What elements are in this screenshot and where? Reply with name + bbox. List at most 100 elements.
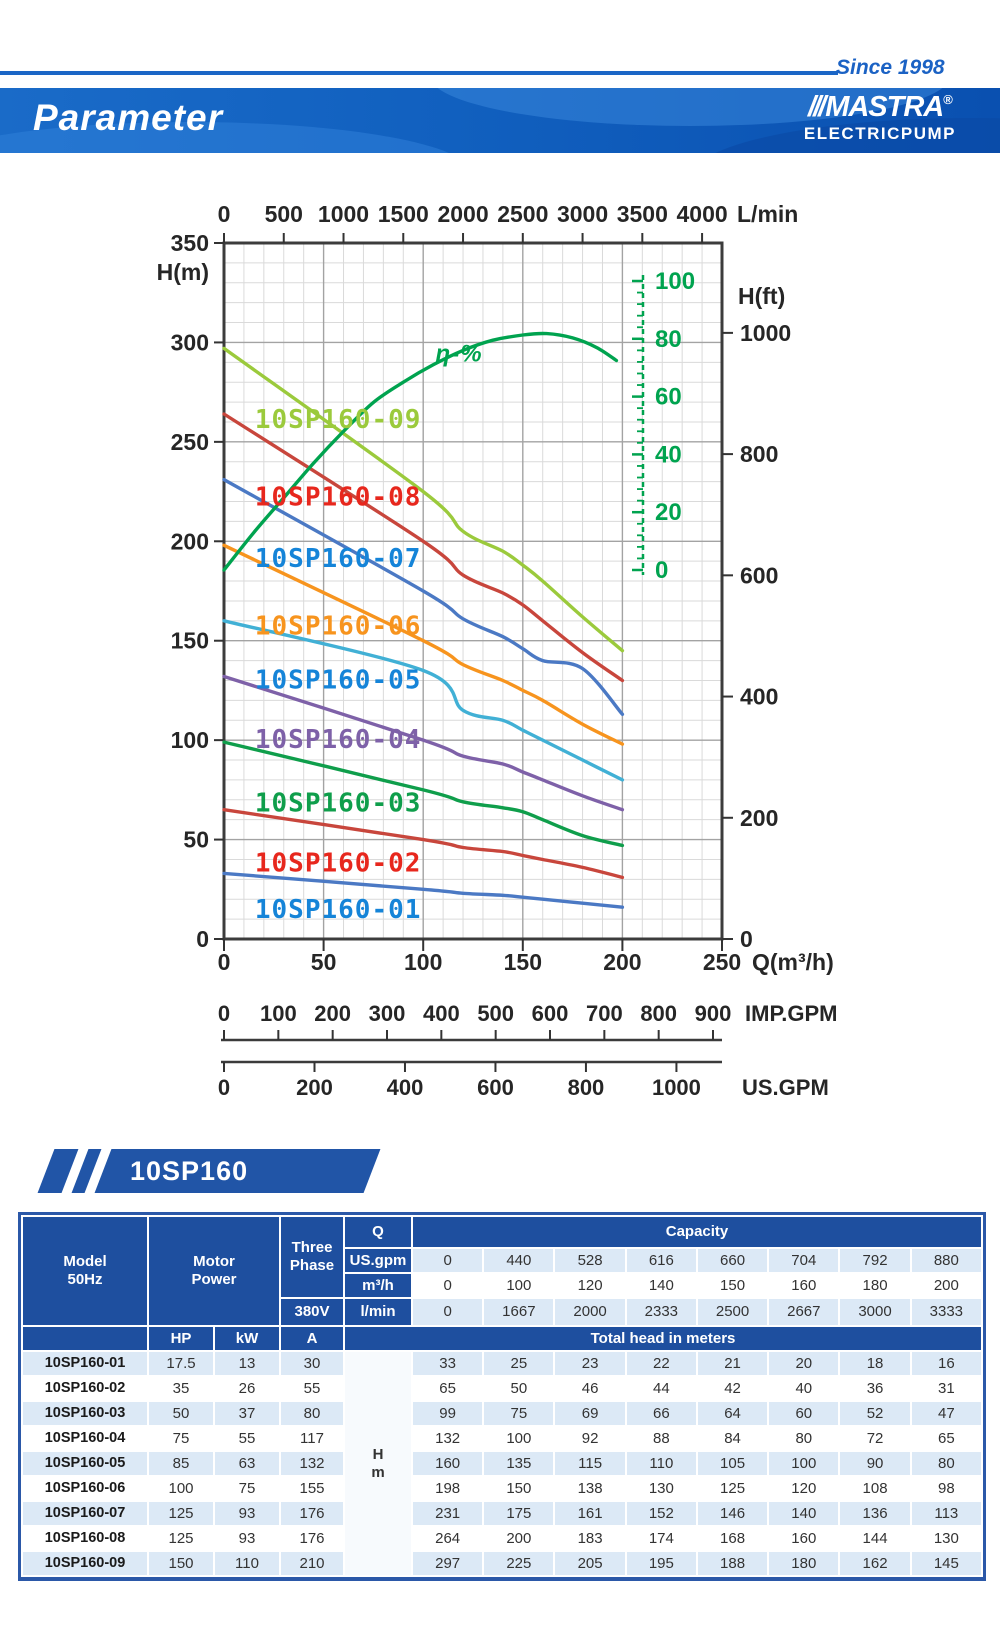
head-value-cell: 100 <box>484 1427 554 1450</box>
head-value-cell: 130 <box>911 1527 981 1550</box>
lmin-value-cell: 2667 <box>769 1299 839 1325</box>
svg-text:300: 300 <box>171 329 209 355</box>
svg-text:900: 900 <box>695 1001 732 1026</box>
m3h-value-cell: 0 <box>413 1274 483 1297</box>
series-name: 10SP160 <box>130 1156 249 1186</box>
kw-cell: 13 <box>215 1352 280 1375</box>
q-header-cell: Q <box>345 1217 412 1247</box>
curve-10SP160-03 <box>222 740 625 848</box>
m3h-value-cell: 160 <box>769 1274 839 1297</box>
svg-text:350: 350 <box>171 230 209 256</box>
model-header-line1: Model <box>63 1253 107 1270</box>
curve-10SP160-07 <box>222 477 625 716</box>
svg-text:1500: 1500 <box>378 201 429 227</box>
brand-logo: ///MASTRA® ELECTRICPUMP <box>804 93 956 143</box>
capacity-usgpm-row: US.gpm 0 440 528 616 660 704 792 880 <box>23 1249 981 1272</box>
amp-cell: 132 <box>281 1452 344 1475</box>
head-value-cell: 88 <box>626 1427 696 1450</box>
head-value-cell: 36 <box>840 1377 910 1400</box>
head-value-cell: 69 <box>555 1402 625 1425</box>
svg-text:600: 600 <box>740 562 778 588</box>
three-phase-line2: Phase <box>289 1257 335 1274</box>
svg-text:0: 0 <box>218 201 231 227</box>
plot-border <box>222 241 724 941</box>
svg-text:40: 40 <box>655 441 682 468</box>
svg-text:Q(m³/h): Q(m³/h) <box>752 949 834 975</box>
svg-text:20: 20 <box>655 499 682 526</box>
hp-cell: 150 <box>149 1552 213 1575</box>
kw-cell: 75 <box>215 1477 280 1500</box>
efficiency-axis: 0 20 40 60 80 100 <box>632 268 695 584</box>
svg-text:200: 200 <box>314 1001 351 1026</box>
head-value-cell: 108 <box>840 1477 910 1500</box>
banner-stripe-gap <box>61 1149 89 1193</box>
three-phase-header-cell: Three Phase <box>281 1217 344 1297</box>
head-value-cell: 72 <box>840 1427 910 1450</box>
usgpm-value-cell: 880 <box>911 1249 981 1272</box>
svg-text:10SP160-02: 10SP160-02 <box>255 848 422 878</box>
svg-text:300: 300 <box>369 1001 406 1026</box>
m3h-value-cell: 200 <box>911 1274 981 1297</box>
svg-text:2000: 2000 <box>437 201 488 227</box>
svg-text:1000: 1000 <box>318 201 369 227</box>
head-value-cell: 183 <box>555 1527 625 1550</box>
usgpm-value-cell: 704 <box>769 1249 839 1272</box>
motor-power-header-cell: Motor Power <box>149 1217 280 1325</box>
curve-10SP160-02 <box>222 808 625 880</box>
usgpm-value-cell: 528 <box>555 1249 625 1272</box>
head-value-cell: 47 <box>911 1402 981 1425</box>
svg-text:3000: 3000 <box>557 201 608 227</box>
svg-text:250: 250 <box>171 429 209 455</box>
head-value-cell: 161 <box>555 1502 625 1525</box>
m3h-value-cell: 150 <box>697 1274 768 1297</box>
svg-text:800: 800 <box>640 1001 677 1026</box>
usgpm-value-cell: 792 <box>840 1249 910 1272</box>
head-value-cell: 110 <box>626 1452 696 1475</box>
model-cell: 10SP160-01 <box>23 1352 147 1375</box>
m3h-value-cell: 180 <box>840 1274 910 1297</box>
kw-cell: 55 <box>215 1427 280 1450</box>
lmin-value-cell: 3333 <box>911 1299 981 1325</box>
head-value-cell: 264 <box>413 1527 483 1550</box>
banner-stripe-gap <box>84 1149 112 1193</box>
head-value-cell: 66 <box>626 1402 696 1425</box>
head-value-cell: 136 <box>840 1502 910 1525</box>
head-value-cell: 23 <box>555 1352 625 1375</box>
hp-cell: 35 <box>149 1377 213 1400</box>
model-cell: 10SP160-03 <box>23 1402 147 1425</box>
head-value-cell: 150 <box>484 1477 554 1500</box>
amp-cell: 210 <box>281 1552 344 1575</box>
head-value-cell: 168 <box>697 1527 768 1550</box>
capacity-m3h-row: m³/h 0 100 120 140 150 160 180 200 <box>23 1274 981 1297</box>
svg-text:10SP160-08: 10SP160-08 <box>255 482 422 512</box>
head-value-cell: 162 <box>840 1552 910 1575</box>
pump-performance-chart: 0 500 1000 1500 2000 2500 3000 3500 4000 L/min050… <box>157 201 838 1100</box>
svg-text:150: 150 <box>171 628 209 654</box>
series-banner: 10SP160 <box>0 1149 1000 1193</box>
model-header-line2: 50Hz <box>67 1271 103 1288</box>
svg-text:200: 200 <box>603 949 641 975</box>
head-value-cell: 99 <box>413 1402 483 1425</box>
lmin-value-cell: 1667 <box>484 1299 554 1325</box>
three-phase-line1: Three <box>291 1239 333 1256</box>
svg-text:10SP160-05: 10SP160-05 <box>255 665 422 695</box>
hp-cell: 85 <box>149 1452 213 1475</box>
svg-text:60: 60 <box>655 384 682 411</box>
curve-10SP160-01 <box>222 871 625 909</box>
m3h-label-cell: m³/h <box>345 1274 412 1297</box>
head-value-cell: 180 <box>769 1552 839 1575</box>
head-value-cell: 297 <box>413 1552 483 1575</box>
svg-text:600: 600 <box>477 1075 514 1100</box>
head-value-cell: 120 <box>769 1477 839 1500</box>
head-value-cell: 105 <box>697 1452 768 1475</box>
table-row-10SP160-06: 10SP160-06 100 75 155 198 150 138 130 125 120 108 9… <box>23 1477 981 1500</box>
head-value-cell: 100 <box>769 1452 839 1475</box>
svg-text:10SP160-03: 10SP160-03 <box>255 789 422 819</box>
svg-text:400: 400 <box>740 684 778 710</box>
page-title: Parameter <box>33 97 224 138</box>
amp-cell: 176 <box>281 1527 344 1550</box>
svg-text:10SP160-07: 10SP160-07 <box>255 544 422 574</box>
hp-cell: 75 <box>149 1427 213 1450</box>
